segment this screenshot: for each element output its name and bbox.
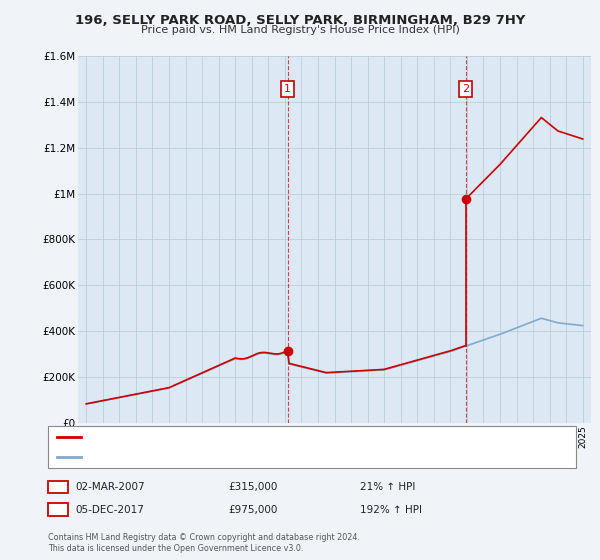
Text: 2: 2 [462,84,469,94]
Text: 2: 2 [55,505,61,515]
Text: 02-MAR-2007: 02-MAR-2007 [75,482,145,492]
Text: 1: 1 [55,482,61,492]
Text: Price paid vs. HM Land Registry's House Price Index (HPI): Price paid vs. HM Land Registry's House … [140,25,460,35]
Text: £975,000: £975,000 [228,505,277,515]
Text: HPI: Average price, detached house, Birmingham: HPI: Average price, detached house, Birm… [87,452,321,461]
Text: 196, SELLY PARK ROAD, SELLY PARK, BIRMINGHAM, B29 7HY (detached house): 196, SELLY PARK ROAD, SELLY PARK, BIRMIN… [87,433,458,442]
Text: 1: 1 [284,84,291,94]
Text: 192% ↑ HPI: 192% ↑ HPI [360,505,422,515]
Text: 05-DEC-2017: 05-DEC-2017 [75,505,144,515]
Text: Contains HM Land Registry data © Crown copyright and database right 2024.
This d: Contains HM Land Registry data © Crown c… [48,533,360,553]
Text: 21% ↑ HPI: 21% ↑ HPI [360,482,415,492]
Text: 196, SELLY PARK ROAD, SELLY PARK, BIRMINGHAM, B29 7HY: 196, SELLY PARK ROAD, SELLY PARK, BIRMIN… [75,14,525,27]
Text: £315,000: £315,000 [228,482,277,492]
